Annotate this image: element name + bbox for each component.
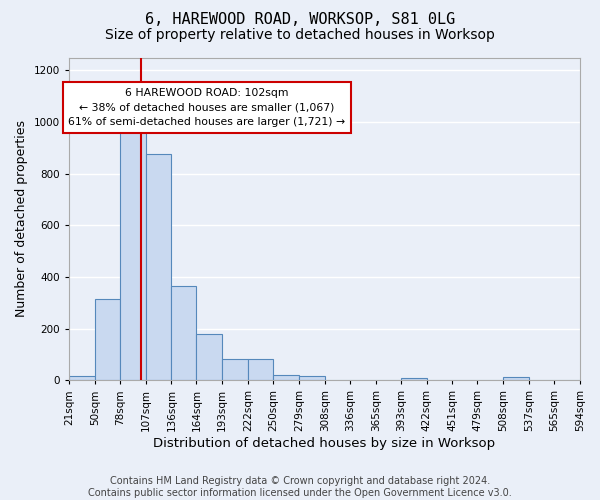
Text: 6 HAREWOOD ROAD: 102sqm
← 38% of detached houses are smaller (1,067)
61% of semi: 6 HAREWOOD ROAD: 102sqm ← 38% of detache… (68, 88, 346, 128)
Bar (248, 359, 273, 380)
Bar (299, 376, 325, 380)
Bar (69, 376, 95, 380)
Text: Size of property relative to detached houses in Worksop: Size of property relative to detached ho… (105, 28, 495, 42)
Y-axis label: Number of detached properties: Number of detached properties (15, 120, 28, 318)
Bar (119, 128, 146, 380)
Text: 6, HAREWOOD ROAD, WORKSOP, S81 0LG: 6, HAREWOOD ROAD, WORKSOP, S81 0LG (145, 12, 455, 28)
Bar (503, 377, 529, 380)
Bar (273, 374, 299, 380)
Bar (172, 286, 196, 380)
Bar (95, 299, 119, 380)
Text: Contains HM Land Registry data © Crown copyright and database right 2024.
Contai: Contains HM Land Registry data © Crown c… (88, 476, 512, 498)
Bar (196, 334, 222, 380)
X-axis label: Distribution of detached houses by size in Worksop: Distribution of detached houses by size … (154, 437, 496, 450)
Bar (146, 154, 172, 380)
Bar (222, 359, 248, 380)
Bar (401, 378, 427, 380)
